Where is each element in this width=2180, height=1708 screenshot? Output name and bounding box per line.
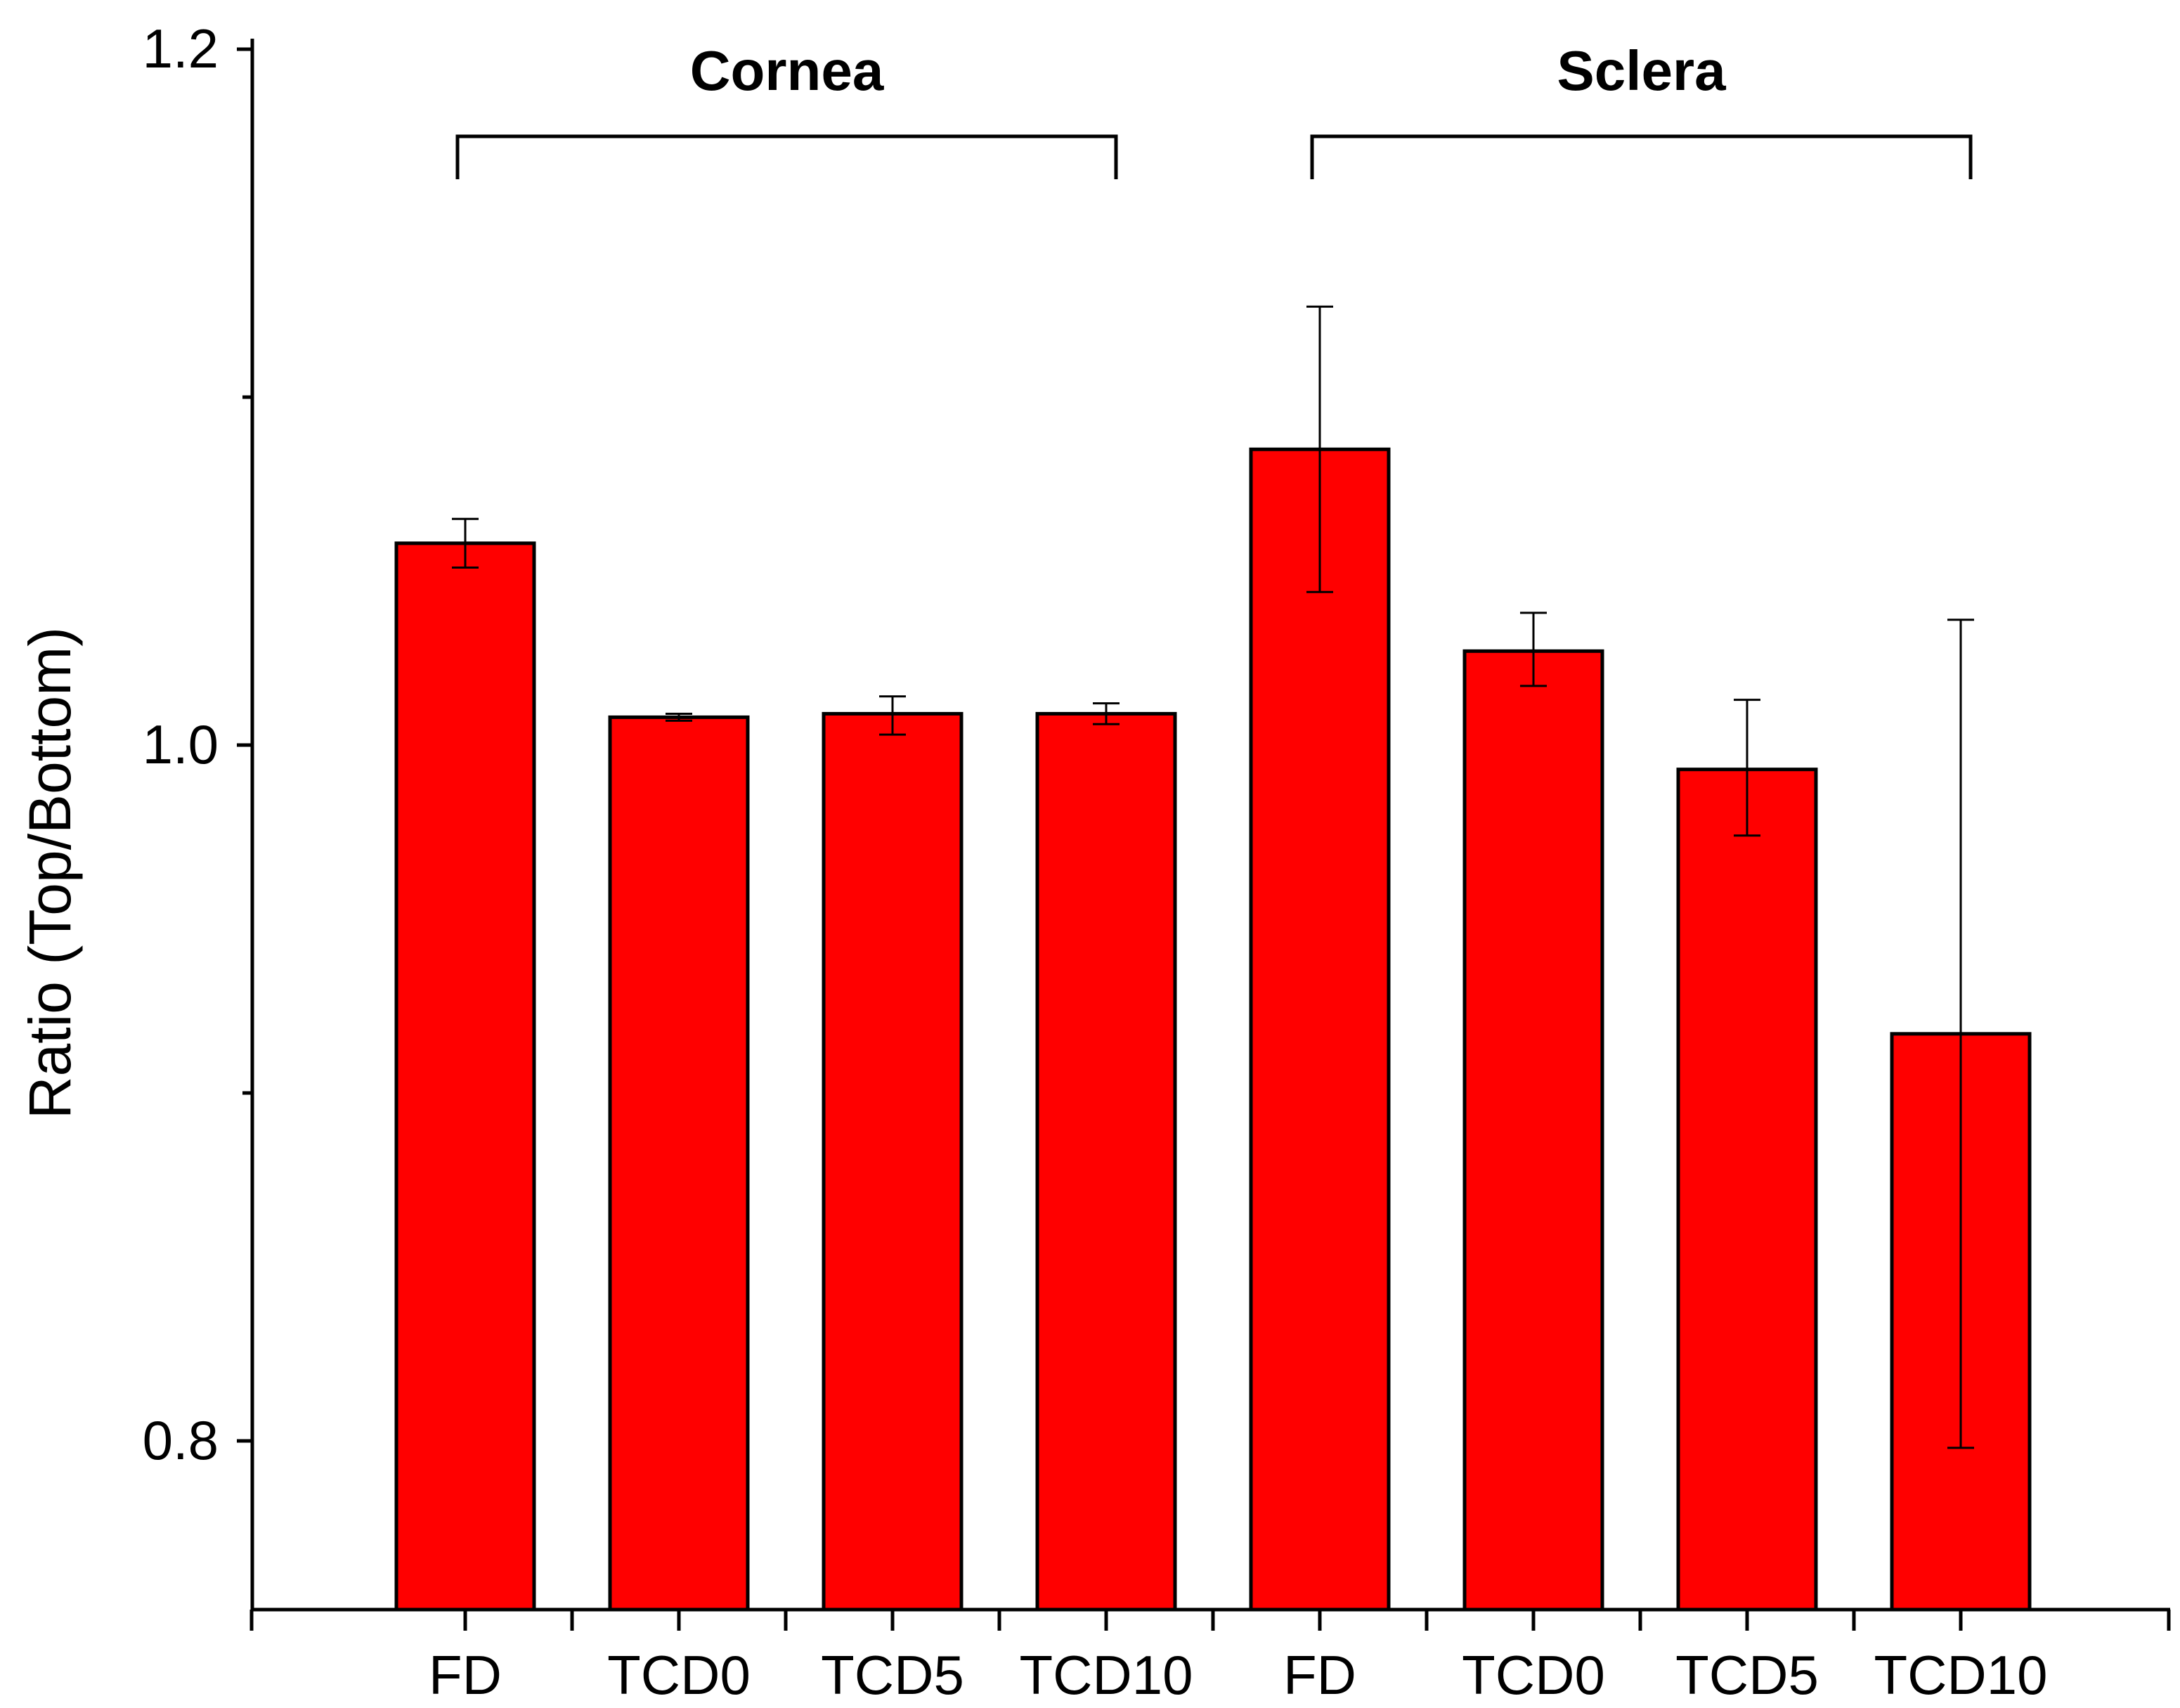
error-bars-layer	[452, 305, 1974, 1449]
error-bar-4	[1093, 702, 1120, 725]
bar-1-fd	[394, 541, 536, 1612]
y-axis-title: Ratio (Top/Bottom)	[17, 627, 83, 1119]
y-tick-label: 0.8	[143, 1409, 219, 1471]
axes-layer	[250, 39, 2170, 1612]
error-bar-5	[1306, 305, 1333, 593]
group-bracket-sclera: Sclera	[1310, 39, 1973, 179]
x-category-label: FD	[429, 1644, 502, 1706]
x-category-label: TCD10	[1019, 1644, 1193, 1706]
x-category-label: FD	[1283, 1644, 1356, 1706]
bars-layer	[394, 447, 2032, 1612]
bar-5-fd	[1249, 447, 1391, 1612]
bar-4-tcd10	[1035, 711, 1177, 1612]
x-category-label: TCD0	[607, 1644, 751, 1706]
error-bar-7	[1734, 699, 1760, 837]
y-tick-label: 1.2	[143, 18, 219, 79]
group-bracket-cornea: Cornea	[455, 39, 1118, 179]
x-category-label: TCD5	[1675, 1644, 1819, 1706]
group-brackets-layer: Cornea Sclera	[455, 39, 1973, 179]
x-category-label: TCD5	[821, 1644, 964, 1706]
labels-layer: 1.2 1.0 0.8 FD TCD0 TCD5 TCD10 FD TCD0 TCD5 TCD10	[143, 18, 2048, 1706]
x-category-label: TCD10	[1874, 1644, 2047, 1706]
x-category-label: TCD0	[1462, 1644, 1605, 1706]
error-bar-6	[1520, 612, 1547, 687]
error-bar-2	[666, 712, 692, 722]
bar-3-tcd5	[822, 711, 964, 1612]
bar-7-tcd5	[1676, 768, 1818, 1612]
group-label: Sclera	[1557, 39, 1726, 102]
bar-6-tcd0	[1462, 649, 1604, 1612]
error-bar-8	[1947, 619, 1974, 1449]
error-bar-3	[879, 695, 906, 736]
bar-2-tcd0	[608, 715, 750, 1612]
error-bar-1	[452, 517, 479, 569]
y-tick-label: 1.0	[143, 713, 219, 775]
ticks-layer	[237, 47, 2171, 1631]
group-label: Cornea	[690, 39, 884, 102]
